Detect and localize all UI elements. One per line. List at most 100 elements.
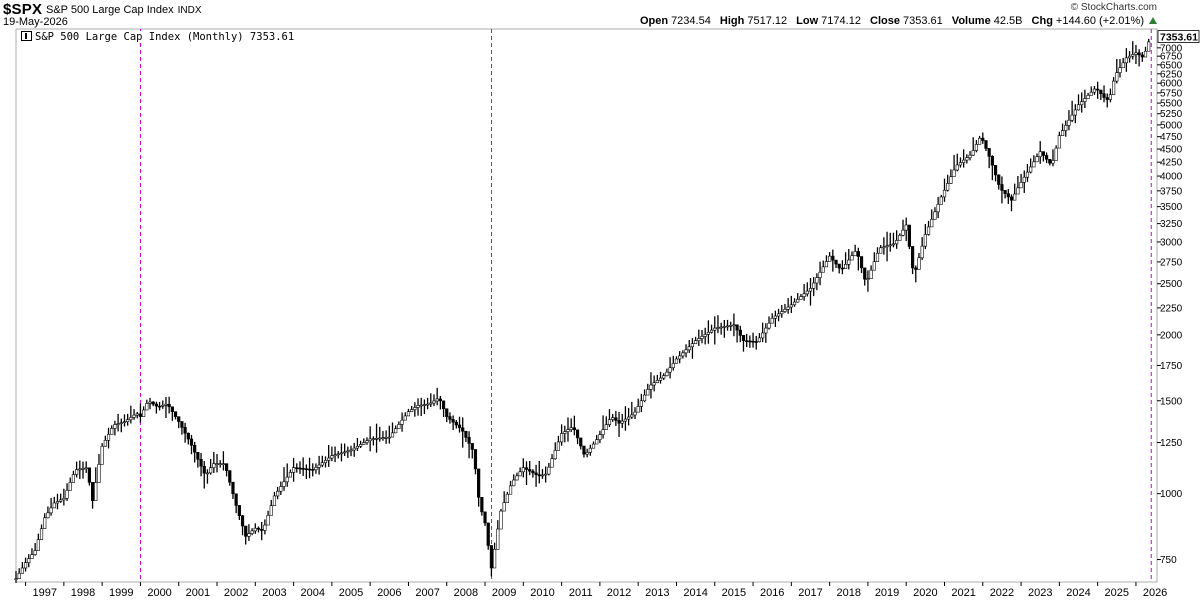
x-tick-label-2018: 2018: [837, 587, 861, 599]
price-candle: [276, 490, 280, 497]
price-candle: [748, 340, 752, 343]
price-candle: [690, 343, 695, 348]
price-candle: [697, 338, 701, 341]
price-candle: [365, 440, 369, 443]
price-candle: [933, 211, 937, 220]
price-candle: [524, 467, 529, 470]
price-candle: [132, 414, 136, 418]
price-candle: [126, 419, 130, 423]
high-label: High: [719, 15, 745, 27]
price-candle: [847, 259, 851, 265]
x-tick-label-2015: 2015: [722, 587, 746, 599]
price-candle: [732, 324, 736, 327]
price-candle: [859, 256, 864, 269]
price-candle: [390, 432, 395, 438]
ohlc-readout: Open 7234.54 High 7517.12 Low 7174.12 Close…: [634, 15, 1157, 27]
y-tick-label-750: 750: [1160, 555, 1177, 566]
price-candle: [776, 313, 781, 317]
price-candle: [352, 447, 356, 451]
price-candle: [665, 371, 669, 377]
price-candle: [531, 470, 535, 474]
price-candle: [358, 444, 363, 447]
price-candle: [936, 204, 940, 213]
x-tick-label-2000: 2000: [147, 587, 171, 599]
price-candle: [1013, 193, 1017, 201]
price-candle: [496, 528, 500, 550]
price-candle: [499, 510, 503, 530]
price-candle: [62, 497, 66, 501]
price-candle: [438, 398, 442, 402]
x-tick-label-2020: 2020: [913, 587, 937, 599]
price-candle: [186, 432, 190, 440]
price-candle: [1016, 187, 1020, 195]
price-candle: [687, 346, 691, 351]
price-candle: [595, 439, 599, 445]
price-candle: [837, 263, 841, 269]
x-tick-label-2011: 2011: [569, 587, 593, 599]
price-candle: [725, 325, 730, 328]
price-candle: [678, 355, 682, 360]
price-candle: [97, 464, 101, 483]
price-candle: [1137, 52, 1141, 56]
high-value: 7517.12: [747, 15, 788, 27]
price-candle: [180, 421, 184, 428]
price-candle: [1057, 135, 1061, 149]
price-candle: [173, 411, 178, 417]
chart-legend: S&P 500 Large Cap Index (Monthly) 7353.6…: [19, 31, 297, 43]
price-candle: [895, 240, 899, 245]
price-candle: [448, 416, 452, 420]
price-candle: [824, 261, 829, 268]
price-candle: [971, 150, 975, 156]
price-candle: [856, 251, 860, 257]
price-candle: [371, 438, 375, 440]
price-candle: [636, 406, 640, 413]
price-candle: [869, 269, 873, 279]
price-candle: [1105, 97, 1109, 100]
price-candle: [674, 358, 679, 364]
price-candle: [1112, 80, 1116, 96]
price-candle: [336, 453, 340, 456]
price-candle: [917, 257, 921, 270]
y-tick-label-4500: 4500: [1160, 145, 1183, 156]
price-candle: [196, 451, 200, 460]
price-candle: [183, 427, 187, 434]
price-candle: [410, 409, 414, 413]
price-candle: [716, 327, 720, 329]
price-candle: [1067, 119, 1071, 126]
y-tick-label-5750: 5750: [1160, 88, 1183, 99]
y-tick-label-2250: 2250: [1160, 303, 1183, 314]
x-tick-label-2003: 2003: [262, 587, 286, 599]
price-candle: [888, 244, 892, 247]
low-label: Low: [796, 15, 819, 27]
price-candle: [103, 439, 107, 447]
price-candle: [553, 450, 557, 460]
price-candle: [872, 261, 876, 271]
x-tick-label-1999: 1999: [109, 587, 133, 599]
index-name-text: S&P 500 Large Cap Index: [46, 4, 174, 16]
price-candle: [891, 243, 896, 246]
x-tick-label-1998: 1998: [71, 587, 95, 599]
price-candle: [164, 403, 168, 406]
y-tick-label-3250: 3250: [1160, 219, 1183, 230]
price-candle: [374, 437, 379, 440]
price-candle: [477, 468, 481, 498]
price-candle: [901, 229, 905, 236]
price-candle: [547, 466, 551, 475]
price-candle: [563, 431, 567, 434]
price-candle: [461, 427, 465, 432]
price-candle: [272, 495, 277, 506]
price-candle: [639, 400, 643, 407]
open-value: 7234.54: [671, 15, 711, 27]
price-candle: [1029, 166, 1033, 173]
price-candle: [90, 482, 95, 501]
price-candle: [585, 452, 589, 455]
price-candle: [151, 401, 155, 405]
price-candle: [1134, 52, 1138, 55]
y-tick-label-6000: 6000: [1160, 79, 1183, 90]
price-candle: [177, 416, 181, 422]
y-tick-label-3500: 3500: [1160, 202, 1183, 213]
x-tick-label-2017: 2017: [798, 587, 822, 599]
price-candle: [997, 174, 1001, 185]
x-tick-label-2023: 2023: [1028, 587, 1052, 599]
